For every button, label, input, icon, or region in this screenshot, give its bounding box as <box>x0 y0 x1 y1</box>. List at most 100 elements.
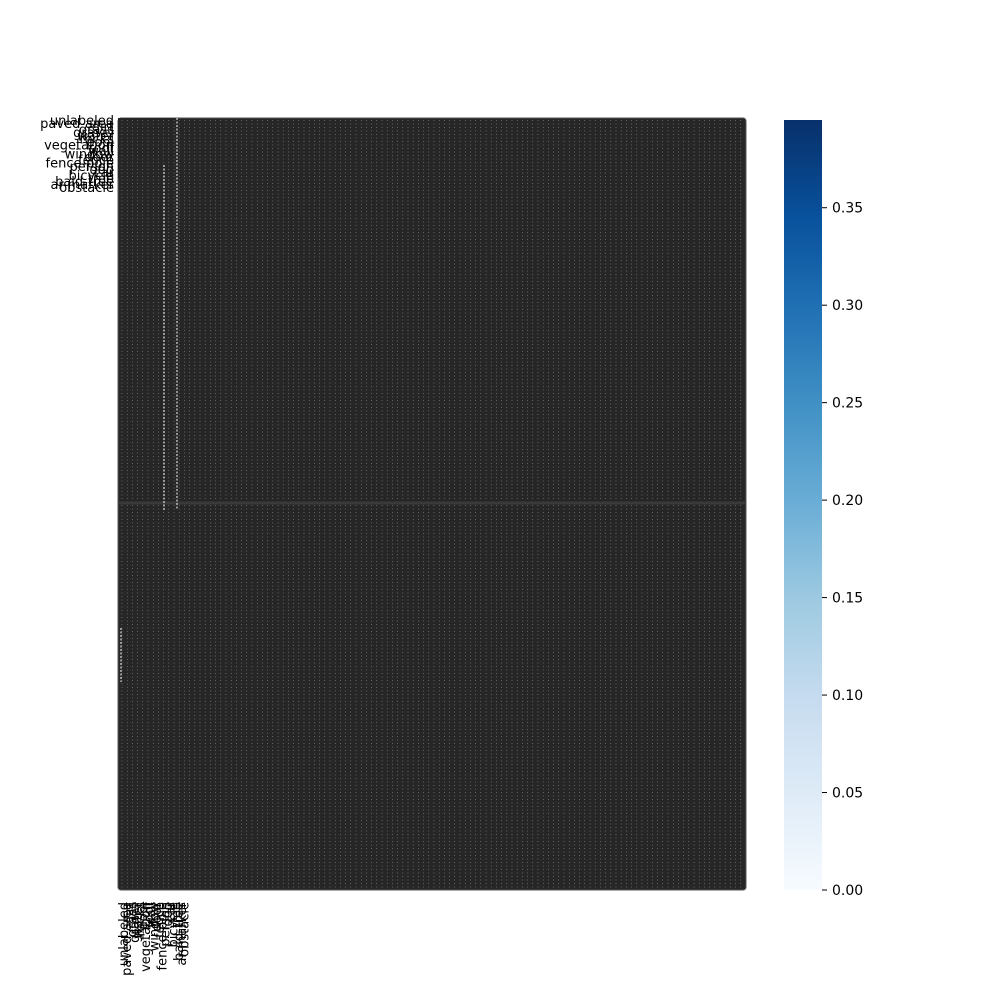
heatmap-cell <box>133 138 137 142</box>
heatmap-cell <box>149 151 152 155</box>
heatmap-cell <box>118 170 121 173</box>
heatmap-cell <box>149 133 152 137</box>
heatmap-cell <box>125 131 129 134</box>
heatmap-cell <box>136 170 139 173</box>
heatmap-cell <box>138 151 142 155</box>
heatmap-cell <box>151 151 155 155</box>
heatmap-cell <box>128 120 131 124</box>
heatmap-cell <box>120 167 124 170</box>
column-label: roof <box>142 902 157 928</box>
heatmap-cell <box>125 128 129 131</box>
heatmap-cell <box>154 162 157 165</box>
heatmap-cell <box>136 167 139 170</box>
heatmap-cell <box>170 154 173 157</box>
row-label: door <box>84 151 114 166</box>
heatmap-cell <box>154 175 157 178</box>
heatmap-cell <box>128 146 131 150</box>
heatmap-cell <box>159 172 163 176</box>
heatmap-cell <box>157 146 160 150</box>
heatmap-cell <box>125 146 129 150</box>
heatmap-cell <box>144 136 147 139</box>
heatmap-cell <box>128 118 131 121</box>
heatmap-cell <box>133 154 137 157</box>
heatmap-cell <box>144 133 147 137</box>
heatmap-cell <box>149 154 152 157</box>
heatmap-cell <box>154 151 157 155</box>
heatmap-cell <box>159 170 163 173</box>
heatmap-cell <box>123 120 126 124</box>
heatmap-cell <box>162 118 165 121</box>
heatmap-cell <box>138 138 142 142</box>
heatmap-cell <box>154 157 157 160</box>
heatmap-cell <box>159 125 163 129</box>
row-label: bald-tree <box>55 175 114 190</box>
heatmap-cell <box>131 162 134 165</box>
heatmap-cell <box>164 167 168 170</box>
heatmap-cell <box>138 157 142 160</box>
heatmap-cell <box>170 172 173 176</box>
heatmap-cell <box>118 162 121 165</box>
heatmap-cell <box>151 138 155 142</box>
heatmap-cell <box>146 149 150 152</box>
heatmap-cell <box>154 146 157 150</box>
heatmap-cell <box>123 172 126 176</box>
heatmap-cell <box>123 170 126 173</box>
heatmap-cell <box>154 133 157 137</box>
heatmap-cell <box>149 128 152 131</box>
heatmap-cell <box>125 151 129 155</box>
heatmap-cell <box>120 159 124 163</box>
heatmap-cell <box>154 154 157 157</box>
heatmap-cell <box>172 146 176 150</box>
heatmap-cell <box>131 141 134 144</box>
heatmap-cell <box>157 138 160 142</box>
column-label: door <box>150 901 165 931</box>
heatmap-cell <box>172 159 176 163</box>
heatmap-cell <box>138 141 142 144</box>
heatmap-cell <box>123 146 126 150</box>
heatmap-cell <box>123 175 126 178</box>
row-label: unlabeled <box>50 114 114 129</box>
heatmap-cell <box>162 138 165 142</box>
heatmap-cell <box>146 146 150 150</box>
heatmap-cell <box>159 144 163 147</box>
heatmap-cell <box>118 159 121 163</box>
heatmap-cell <box>157 159 160 163</box>
heatmap-cell <box>141 128 144 131</box>
heatmap-cell <box>159 157 163 160</box>
heatmap-cell <box>118 123 121 126</box>
heatmap-cell <box>162 146 165 150</box>
heatmap-cell <box>120 118 124 121</box>
colorbar-tick-label: 0.15 <box>832 591 863 607</box>
colorbar-tick-label: 0.05 <box>832 786 863 802</box>
heatmap-cell <box>123 133 126 137</box>
heatmap-cell <box>170 125 173 129</box>
heatmap-cell <box>151 170 155 173</box>
heatmap-cell <box>133 175 137 178</box>
heatmap-cell <box>133 159 137 163</box>
heatmap-cell <box>159 131 163 134</box>
heatmap-cell <box>164 164 168 168</box>
heatmap-cell <box>128 157 131 160</box>
heatmap-cell <box>120 141 124 144</box>
heatmap-cell <box>131 146 134 150</box>
heatmap-cell <box>157 172 160 176</box>
heatmap-cell <box>136 118 139 121</box>
heatmap-cell <box>151 131 155 134</box>
heatmap-cell <box>141 131 144 134</box>
heatmap-cell <box>133 123 137 126</box>
column-label: grass <box>125 902 140 937</box>
heatmap-cell <box>118 141 121 144</box>
heatmap-cell <box>144 118 147 121</box>
heatmap-cell <box>162 157 165 160</box>
heatmap-cell <box>136 138 139 142</box>
heatmap-cell <box>167 128 170 131</box>
row-label: pool <box>86 135 114 150</box>
heatmap-cell <box>154 159 157 163</box>
colorbar-tick-label: 0.00 <box>832 883 863 899</box>
colorbar-tick-label: 0.35 <box>832 201 863 217</box>
heatmap-cell <box>131 159 134 163</box>
heatmap-cell <box>138 172 142 176</box>
heatmap-cell <box>154 141 157 144</box>
heatmap-cell <box>164 131 168 134</box>
